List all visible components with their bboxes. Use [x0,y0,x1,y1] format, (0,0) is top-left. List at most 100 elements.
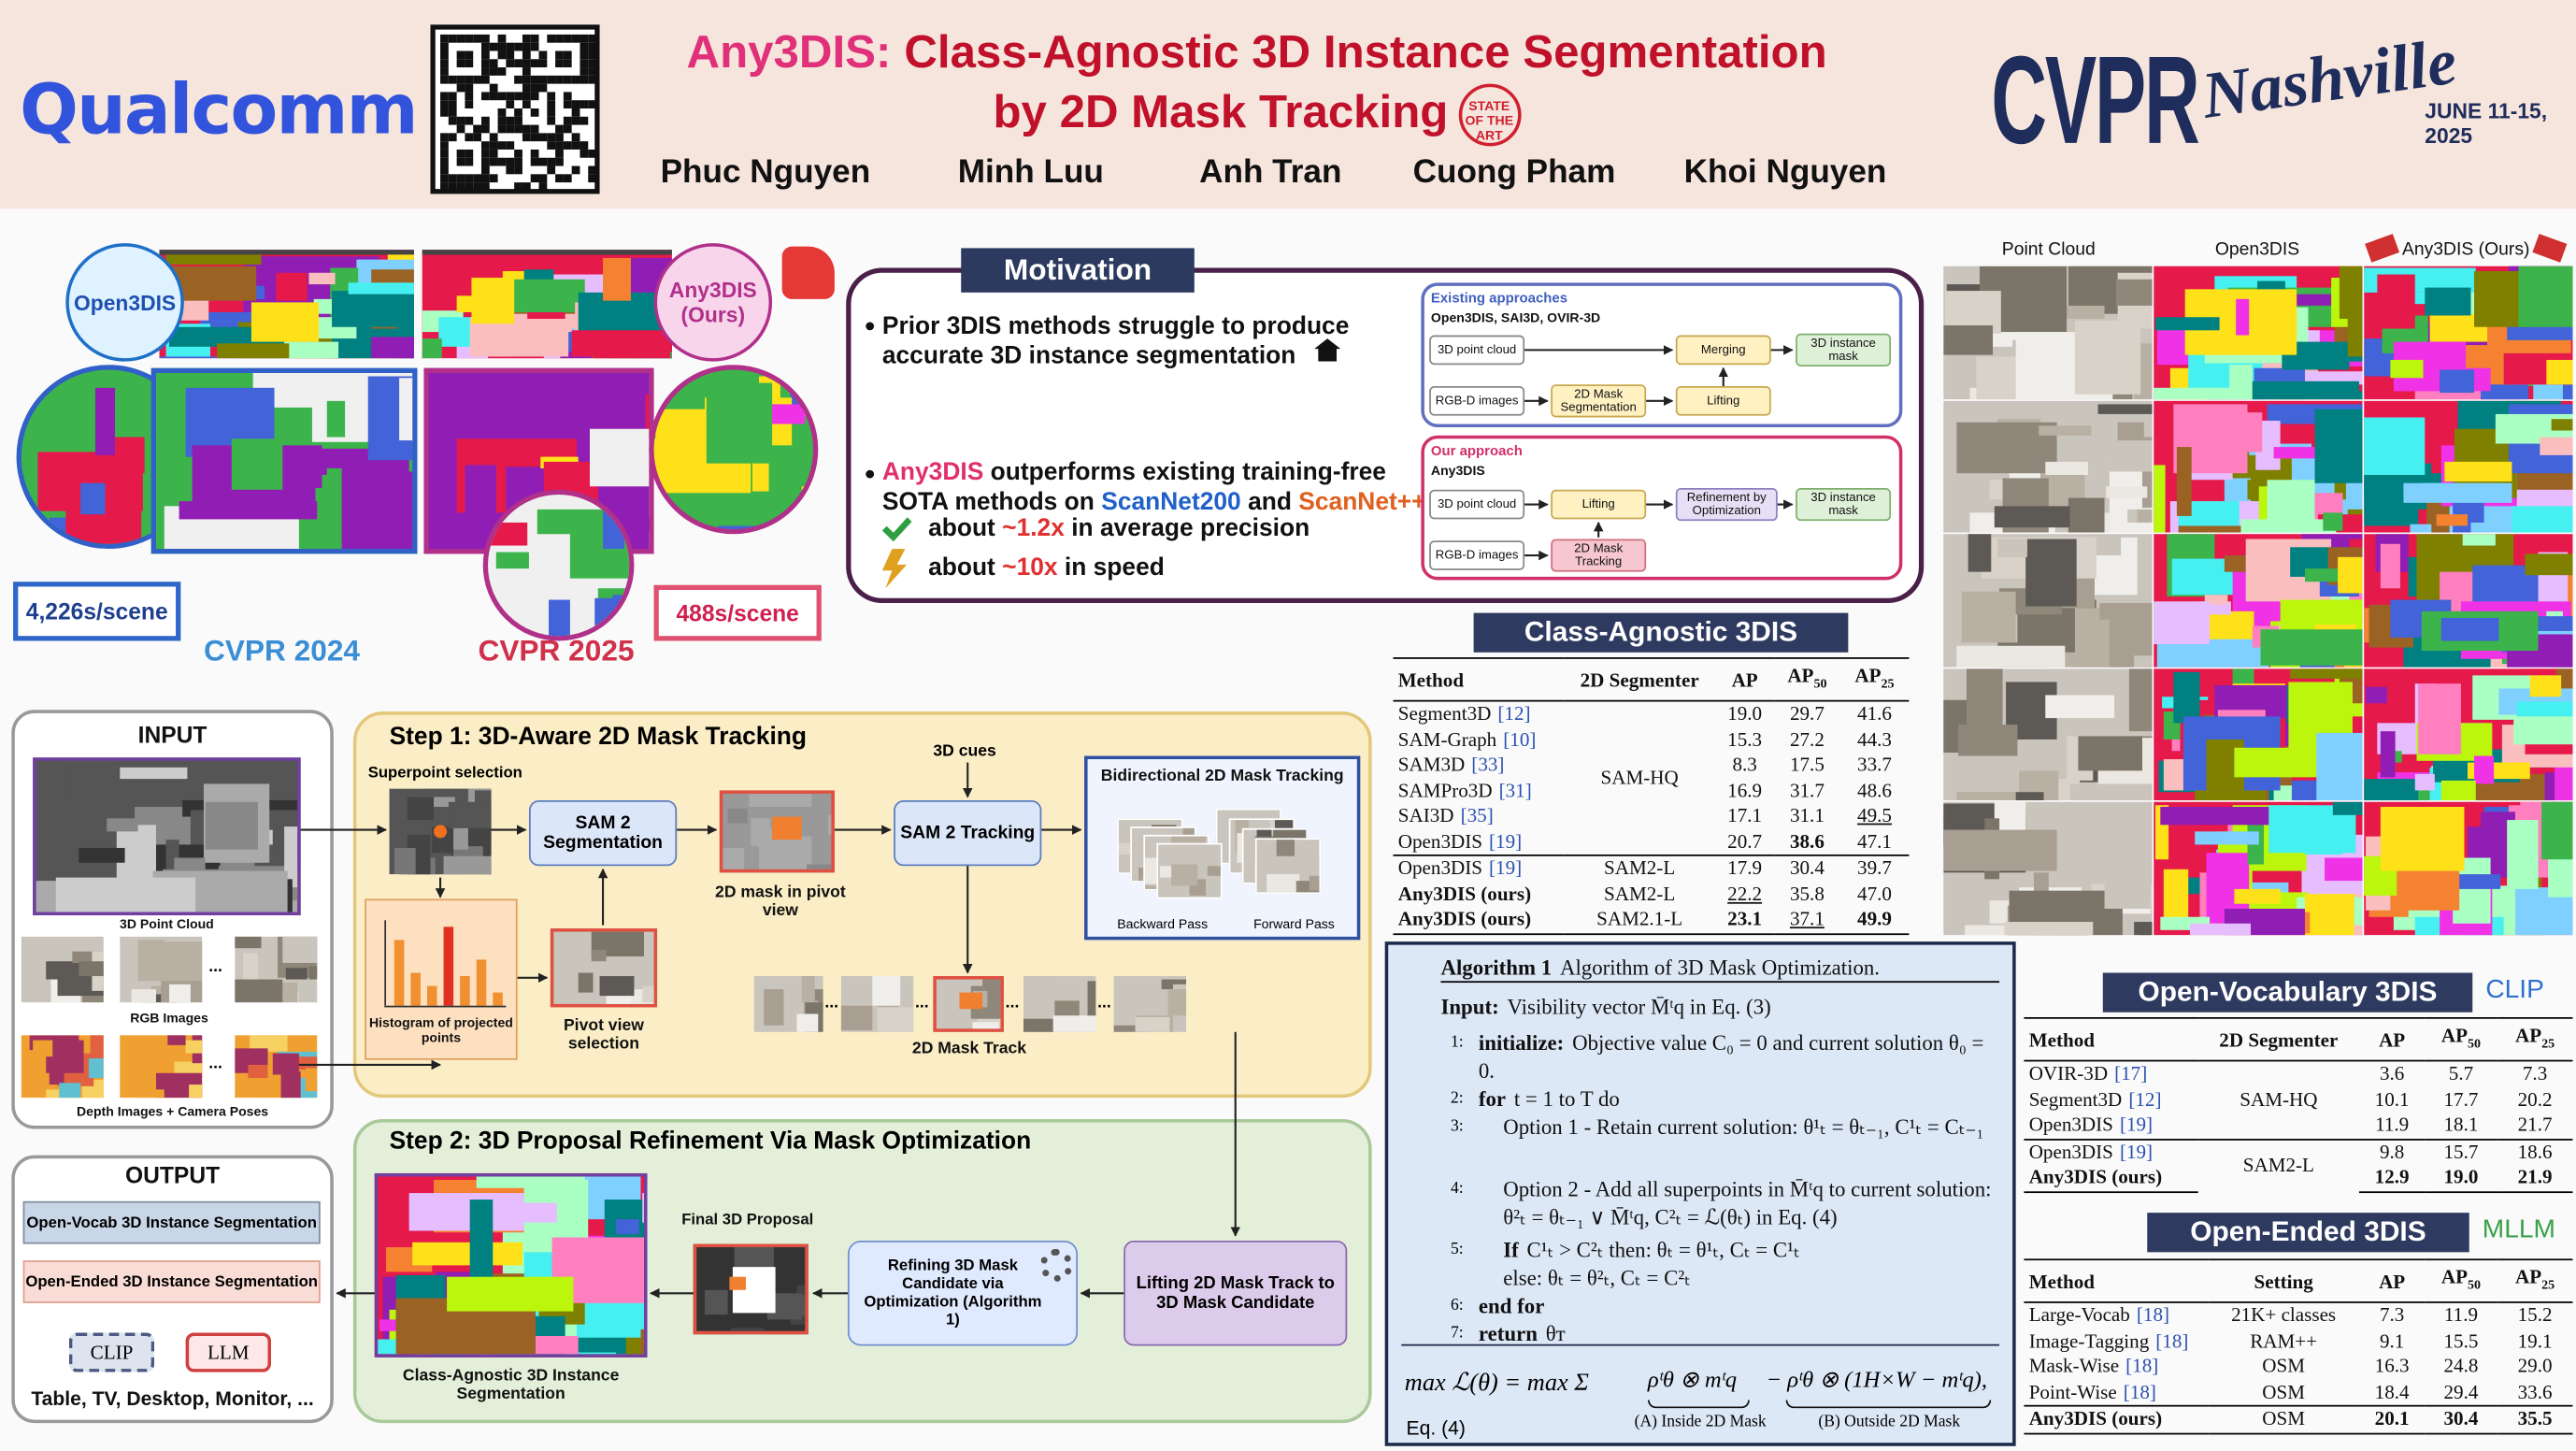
table-row: SAM-Graph [10] 15.3 27.2 44.3 [1393,727,1909,753]
line-number: 3: [1451,1117,1464,1136]
qr-module [497,124,507,134]
process-box: SAM 2 Segmentation [528,799,678,867]
qr-module [547,133,556,142]
conference-logo: CVPR [1991,31,2200,171]
patch [973,1021,999,1029]
qr-module [473,124,481,134]
qr-module [456,124,465,134]
rgb-image [235,936,318,1003]
diagram-node: 3D instance mask [1796,488,1892,522]
figure-label: Forward Pass [1253,916,1335,932]
score-cell: 20.2 [2517,1087,2553,1111]
state-of-the-art-badge: STATE OF THE ART [1457,83,1521,147]
patch [872,976,900,1006]
patch [1207,866,1221,876]
algorithm-box [1384,941,2016,1446]
patch [308,272,336,285]
histogram-bar [443,927,454,1006]
patch [2325,858,2363,882]
algorithm-line: end for [1479,1292,1999,1320]
diagram-subtitle: Any3DIS [1430,463,1485,479]
patch [31,373,45,395]
qualitative-image [1943,266,2153,399]
diagram-node: Merging [1675,335,1771,366]
qr-module [547,92,556,101]
patch [707,382,772,464]
author: Minh Luu [957,154,1104,191]
patch [2097,403,2153,415]
qr-module [571,141,580,150]
patch [161,941,203,981]
qr-module [538,59,548,68]
figure-label: Table, TV, Desktop, Monitor, ... [31,1386,314,1411]
method-cell: Open3DIS [19] [1393,829,1564,855]
diagram-node: 3D point cloud [1429,489,1525,520]
table-row: Any3DIS (ours) SAM2-L 22.2 35.8 47.0 [1393,883,1909,908]
keyword: return [1478,1321,1538,1346]
patch [2332,801,2363,816]
qualitative-image [2154,801,2363,935]
baseline-badge: Open3DIS [65,243,184,362]
qr-module [489,133,498,142]
diagram-node: 3D point cloud [1429,335,1525,366]
final-proposal-image [693,1243,809,1335]
patch [250,301,320,341]
citation: [18] [2123,1380,2156,1403]
method-cell: Segment3D [12] [2024,1087,2197,1113]
qr-module [547,100,556,109]
algorithm-line: Option 1 - Retain current solution: θ¹ₜ … [1503,1113,1999,1141]
method-cell: Open3DIS [19] [1393,855,1565,883]
figure-label: Backward Pass [1117,916,1209,932]
qr-module [514,149,522,158]
patch [2169,829,2199,868]
algorithm-line: return θᴛ [1479,1319,1999,1347]
qr-module [473,174,481,183]
table-row: Any3DIS (ours) 12.9 19.0 21.9 [2024,1165,2573,1193]
patch [537,509,607,536]
qr-module [514,116,522,125]
patch [235,980,283,1003]
equation: max ℒ(θ) = max Σ [1404,1370,1589,1398]
algorithm-text: t = 1 to T do [1513,1085,1620,1112]
qr-module [440,157,449,166]
header-cell: AP25 [2497,1258,2573,1304]
qr-module [497,42,507,51]
citation: [18] [2155,1329,2189,1353]
qr-module [522,133,531,142]
frame-image [1254,838,1322,895]
algorithm-line: for t = 1 to T do [1479,1085,1999,1113]
qr-module [465,92,474,101]
method-cell: SAMPro3D [31] [1393,779,1564,804]
pivot-image [550,928,658,1008]
qr-module [563,92,572,101]
patch [1274,820,1294,828]
qr-module [465,174,474,183]
qualitative-image [1943,399,2153,533]
segmenter-cell: SAM2-L [1604,882,1676,906]
qr-module [580,42,589,51]
patch [21,974,50,1000]
qr-module [480,42,490,51]
histogram-bar [460,976,470,1006]
qr-module [571,100,580,109]
table-row: Point-Wise [18] OSM 18.4 29.4 33.6 [2024,1380,2572,1406]
method-cell: Image-Tagging [18] [2024,1329,2208,1355]
patch [275,272,307,300]
score-cell: 11.9 [2375,1113,2410,1137]
patch [2366,686,2388,704]
patch [549,600,571,637]
qr-module [465,133,474,142]
figure-label: 3D Point Cloud [120,916,214,932]
qr-module [588,100,597,109]
patch [331,290,414,328]
results-table: Method Setting AP AP50 AP25 Large-Vocab [18] 21… [2024,1258,2573,1435]
qr-module [522,50,531,60]
qr-module [514,59,522,68]
qr-module [456,75,465,84]
qr-module [547,165,556,175]
patch [465,465,496,522]
result-image [374,1172,648,1358]
author: Cuong Pham [1412,154,1616,191]
patch [1087,980,1096,1018]
qr-module [465,83,474,93]
